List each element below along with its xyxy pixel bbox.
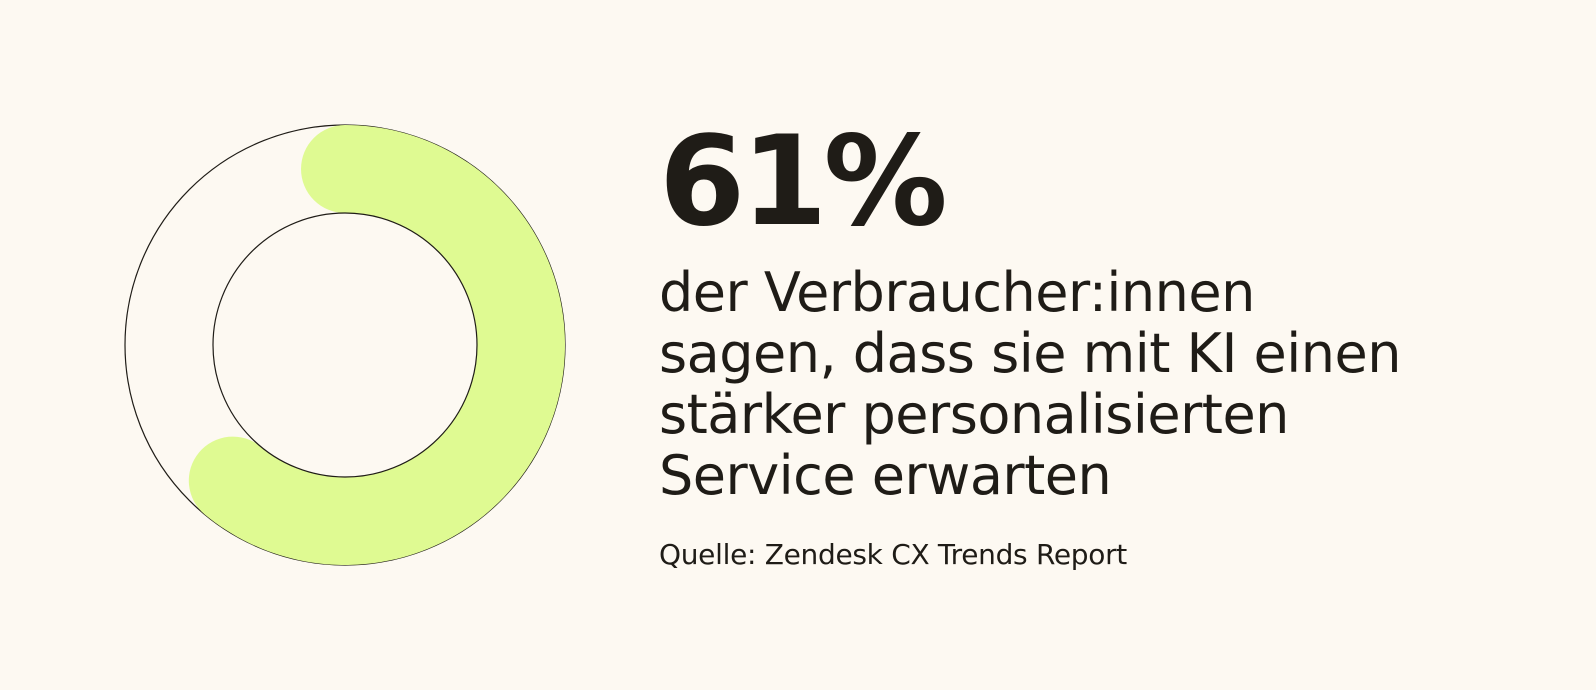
source-note: Quelle: Zendesk CX Trends Report xyxy=(659,538,1127,571)
donut-chart xyxy=(124,124,566,566)
donut-inner-outline xyxy=(212,212,478,478)
stat-statement: der Verbraucher:innen sagen, dass sie mi… xyxy=(659,261,1401,507)
donut-value-arc xyxy=(188,125,566,565)
stat-value: 61% xyxy=(659,110,948,254)
stat-text: 61% der Verbraucher:innen sagen, dass si… xyxy=(659,120,1519,572)
